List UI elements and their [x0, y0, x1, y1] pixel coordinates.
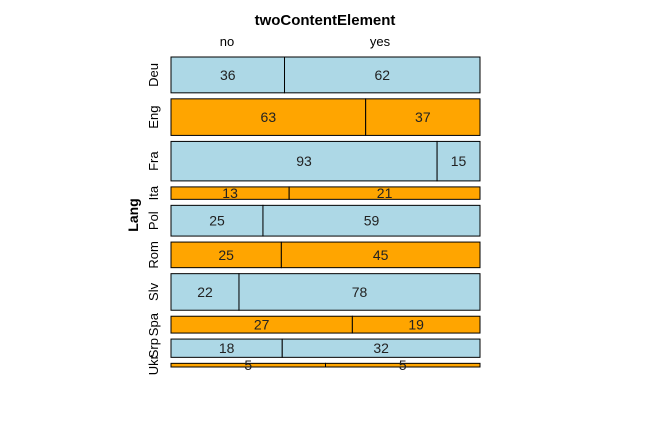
- cell-deu-no: [170, 56, 286, 94]
- cell-ukr-yes: [325, 362, 481, 368]
- cell-value-srp-no: 18: [219, 340, 235, 356]
- row-label-eng: Eng: [146, 106, 161, 129]
- cell-value-ukr-no: 5: [244, 357, 252, 373]
- cell-value-ukr-yes: 5: [399, 357, 407, 373]
- cell-value-ita-no: 13: [222, 185, 238, 201]
- cell-value-eng-yes: 37: [415, 109, 431, 125]
- row-slv: 22 78 Slv: [146, 273, 481, 311]
- cell-value-fra-yes: 15: [451, 153, 467, 169]
- cell-eng-no: [170, 98, 367, 136]
- cell-value-spa-yes: 19: [408, 317, 424, 333]
- cell-value-pol-yes: 59: [364, 213, 380, 229]
- row-fra: 93 15 Fra: [146, 140, 481, 182]
- column-label-yes: yes: [370, 34, 391, 49]
- cell-fra-no: [170, 140, 438, 182]
- cell-value-pol-no: 25: [209, 213, 225, 229]
- row-label-ita: Ita: [146, 185, 161, 200]
- cell-value-deu-yes: 62: [374, 67, 390, 83]
- mosaic-rows: 36 62 Deu 63 37 Eng 93 15 Fra 13 21 Ita 25 59 Pol 25 45 R…: [146, 56, 481, 375]
- row-label-slv: Slv: [146, 282, 161, 301]
- cell-srp-yes: [281, 338, 481, 358]
- chart-title: twoContentElement: [255, 12, 396, 29]
- cell-slv-no: [170, 273, 240, 311]
- cell-value-slv-yes: 78: [352, 284, 368, 300]
- cell-value-spa-no: 27: [254, 317, 270, 333]
- row-deu: 36 62 Deu: [146, 56, 481, 94]
- row-label-pol: Pol: [146, 211, 161, 230]
- cell-value-rom-yes: 45: [373, 247, 389, 263]
- cell-rom-yes: [280, 241, 481, 269]
- row-label-srp: Srp: [146, 338, 161, 358]
- cell-eng-yes: [365, 98, 481, 136]
- row-rom: 25 45 Rom: [146, 241, 481, 269]
- cell-deu-yes: [284, 56, 481, 94]
- cell-spa-yes: [351, 315, 481, 334]
- row-label-fra: Fra: [146, 151, 161, 171]
- row-eng: 63 37 Eng: [146, 98, 481, 136]
- row-ukr: 5 5 Ukr: [146, 354, 481, 375]
- cell-slv-yes: [238, 273, 481, 311]
- cell-value-fra-no: 93: [296, 153, 312, 169]
- row-label-rom: Rom: [146, 241, 161, 268]
- row-spa: 27 19 Spa: [146, 312, 481, 336]
- row-label-deu: Deu: [146, 63, 161, 87]
- column-label-no: no: [220, 34, 234, 49]
- cell-value-slv-no: 22: [197, 284, 213, 300]
- row-label-spa: Spa: [146, 312, 161, 336]
- row-ita: 13 21 Ita: [146, 185, 481, 201]
- row-label-ukr: Ukr: [146, 354, 161, 375]
- cell-value-srp-yes: 32: [373, 340, 389, 356]
- cell-value-eng-no: 63: [261, 109, 277, 125]
- cell-value-deu-no: 36: [220, 67, 236, 83]
- cell-rom-no: [170, 241, 282, 269]
- y-axis-title: Lang: [125, 198, 141, 231]
- cell-value-rom-no: 25: [218, 247, 234, 263]
- cell-fra-yes: [436, 140, 481, 182]
- cell-pol-no: [170, 204, 264, 237]
- cell-value-ita-yes: 21: [377, 185, 393, 201]
- row-srp: 18 32 Srp: [146, 338, 481, 358]
- cell-ita-yes: [288, 186, 481, 200]
- row-pol: 25 59 Pol: [146, 204, 481, 237]
- cell-pol-yes: [262, 204, 481, 237]
